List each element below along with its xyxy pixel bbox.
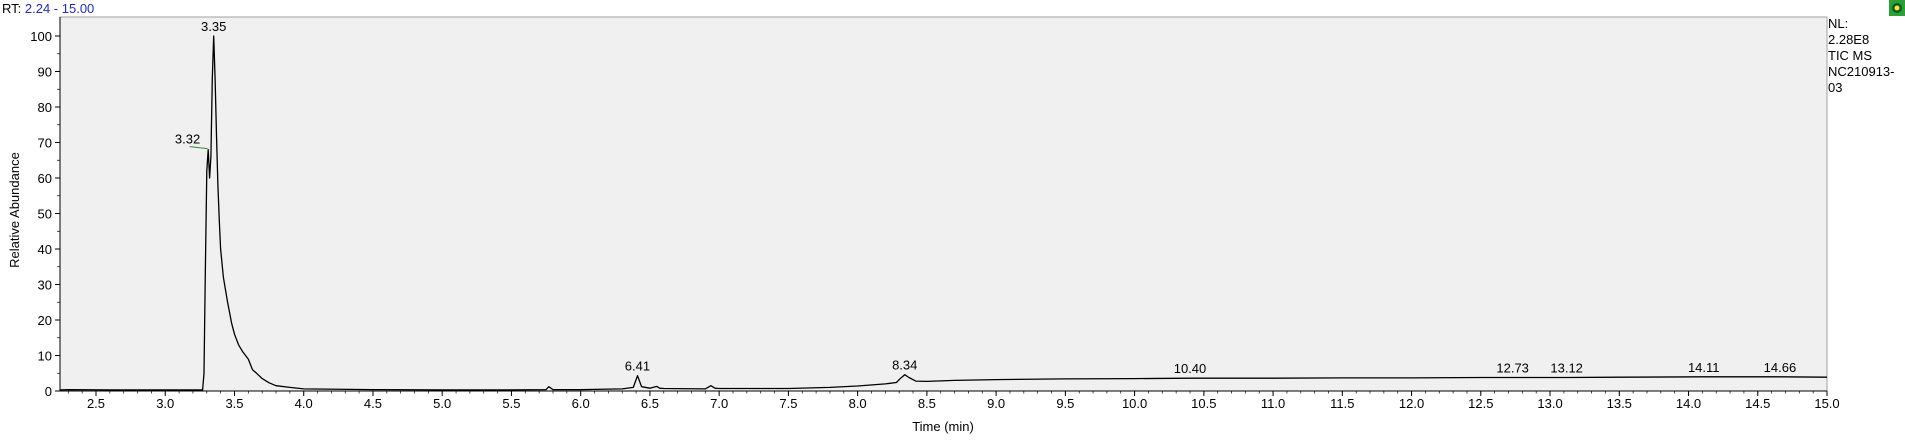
y-tick-label: 50 [38, 207, 52, 222]
x-tick-label: 7.5 [779, 396, 797, 411]
x-tick-label: 15.0 [1814, 396, 1839, 411]
y-tick-label: 10 [38, 349, 52, 364]
x-tick-label: 9.5 [1056, 396, 1074, 411]
green-status-icon[interactable] [1889, 0, 1905, 16]
peak-label: 12.73 [1496, 361, 1529, 376]
peak-label: 3.32 [175, 132, 200, 147]
y-tick-label: 0 [45, 384, 52, 399]
rt-range-value: 2.24 - 15.00 [24, 1, 95, 16]
x-tick-label: 6.5 [641, 396, 659, 411]
x-tick-label: 9.0 [987, 396, 1005, 411]
x-tick-label: 3.5 [225, 396, 243, 411]
peak-label: 8.34 [892, 358, 917, 373]
x-tick-label: 4.5 [364, 396, 382, 411]
x-tick-label: 4.0 [295, 396, 313, 411]
tic-trace-line [59, 35, 1828, 391]
x-axis-title: Time (min) [912, 419, 974, 434]
nl-value: 2.28E8 [1828, 32, 1870, 47]
y-tick-label: 90 [38, 65, 52, 80]
rt-range-readout: RT: 2.24 - 15.00 [2, 1, 94, 16]
y-axis-title: Relative Abundance [7, 152, 22, 268]
y-tick-label: 100 [30, 29, 52, 44]
x-tick-label: 5.0 [433, 396, 451, 411]
y-tick-label: 80 [38, 100, 52, 115]
sample-name-line1: NC210913- [1828, 64, 1895, 79]
x-tick-label: 8.0 [849, 396, 867, 411]
peak-label-leader [189, 146, 208, 150]
x-tick-label: 5.5 [502, 396, 520, 411]
x-tick-label: 10.0 [1122, 396, 1147, 411]
peak-label: 10.40 [1174, 361, 1207, 376]
x-tick-label: 14.5 [1745, 396, 1770, 411]
x-tick-label: 11.5 [1330, 396, 1354, 411]
peak-label: 6.41 [625, 359, 650, 374]
sample-name-line2: 03 [1828, 80, 1843, 95]
x-tick-label: 8.5 [918, 396, 936, 411]
x-tick-label: 10.5 [1191, 396, 1216, 411]
peak-label: 3.35 [201, 19, 226, 34]
rt-range-label: RT: [2, 1, 22, 16]
nl-label: NL: [1828, 16, 1849, 31]
y-tick-label: 70 [38, 136, 52, 151]
x-tick-label: 11.0 [1261, 396, 1285, 411]
x-tick-label: 12.5 [1468, 396, 1493, 411]
x-tick-label: 14.0 [1676, 396, 1701, 411]
axes: 2.5 3.0 3.5 4.0 4.5 5.0 5.5 6.0 6.5 7.0 7.5 8.0 8.5 9… [30, 17, 1840, 411]
x-tick-label: 2.5 [87, 396, 105, 411]
plot-area [59, 16, 1828, 392]
peak-label: 13.12 [1550, 361, 1583, 376]
peak-labels: 3.35 3.32 6.41 8.34 10.40 12.73 13.12 14.11 14.6… [175, 19, 1796, 376]
x-tick-label: 12.0 [1399, 396, 1424, 411]
x-tick-label: 13.5 [1607, 396, 1632, 411]
x-tick-label: 6.0 [572, 396, 590, 411]
peak-label: 14.66 [1764, 360, 1797, 375]
y-tick-label: 20 [38, 313, 52, 328]
y-tick-label: 40 [38, 242, 52, 257]
y-tick-label: 30 [38, 278, 52, 293]
y-tick-label: 60 [38, 171, 52, 186]
x-tick-label: 3.0 [156, 396, 174, 411]
peak-label: 14.11 [1688, 360, 1720, 375]
x-tick-label: 13.0 [1537, 396, 1562, 411]
trace-group [59, 35, 1828, 391]
x-tick-label: 7.0 [710, 396, 728, 411]
scan-filter-label: TIC MS [1828, 48, 1873, 63]
trace-info-panel: NL: 2.28E8 TIC MS NC210913- 03 [1828, 16, 1895, 96]
